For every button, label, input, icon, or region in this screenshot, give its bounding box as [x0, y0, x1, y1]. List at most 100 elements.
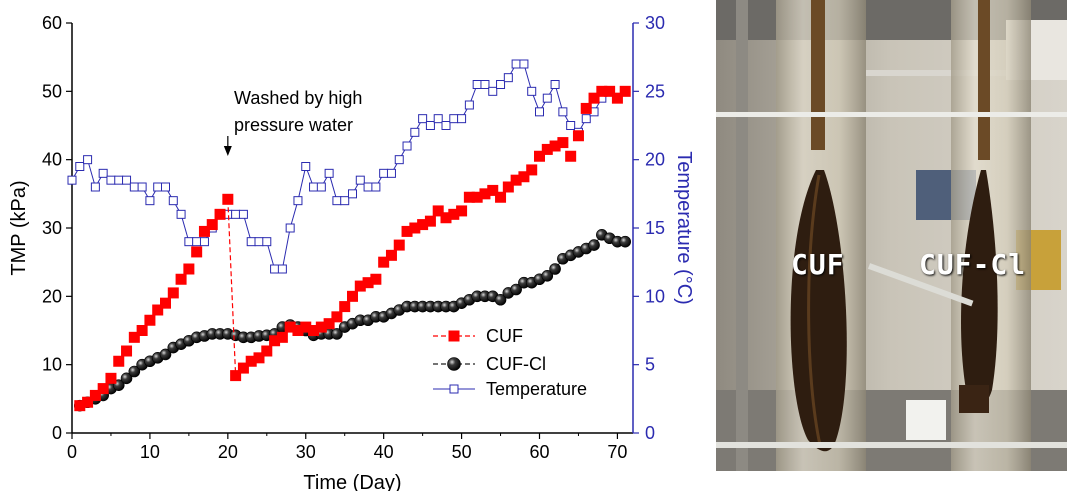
x-tick-label: 70 [607, 442, 627, 462]
cuf-point [541, 143, 553, 155]
temperature-point [550, 80, 560, 89]
cuf-point [74, 400, 86, 412]
temperature-point [496, 80, 506, 89]
legend-cuf-cl-marker [447, 357, 461, 371]
cuf-point [393, 239, 405, 251]
temperature-point [542, 93, 552, 103]
cuf-cl-point [128, 365, 141, 378]
cuf-point [167, 287, 179, 299]
temperature-point [519, 59, 529, 69]
temperature-point [488, 86, 498, 96]
tube-photo: CUF CUF-Cl [716, 0, 1067, 471]
cuf-cl-photo-label: CUF-Cl [919, 248, 1027, 281]
cuf-point [276, 331, 288, 343]
cuf-point [424, 215, 436, 227]
cuf-point [206, 219, 218, 231]
y2-tick-label: 0 [645, 423, 655, 443]
cuf-point [339, 301, 351, 313]
legend-temperature-marker [449, 384, 459, 394]
cuf-point [121, 345, 133, 357]
cuf-point [565, 150, 577, 162]
y-tick-label: 20 [42, 286, 62, 306]
cuf-point [572, 130, 584, 142]
cuf-point [354, 280, 366, 292]
y2-tick-label: 15 [645, 218, 665, 238]
x-tick-label: 50 [452, 442, 472, 462]
cuf-cl-point [510, 283, 522, 296]
temperature-point [503, 73, 513, 83]
cuf-point [440, 212, 452, 224]
cuf-point [549, 140, 561, 152]
cuf-point [175, 273, 187, 285]
cuf-point [253, 352, 265, 364]
temperature-point [425, 121, 435, 130]
cuf-wash-drop-line [227, 199, 237, 376]
legend-cuf-label: CUF [486, 326, 523, 346]
temperature-point [83, 155, 93, 165]
temperature-point [98, 168, 108, 178]
cuf-cl-point [331, 328, 343, 340]
temperature-point [511, 59, 521, 69]
temperature-point [581, 114, 591, 124]
temperature-point [309, 182, 319, 192]
cuf-point [432, 205, 444, 217]
y-axis-label: TMP (kPa) [8, 180, 30, 275]
temperature-point [75, 162, 85, 171]
temperature-point [402, 141, 412, 151]
cuf-point [596, 85, 608, 97]
temperature-point [449, 114, 459, 124]
cuf-point [611, 92, 623, 104]
cuf-point [588, 92, 600, 104]
cuf-point [557, 137, 569, 149]
temperature-point [394, 155, 404, 165]
temperature-point [566, 121, 576, 130]
temperature-point [348, 189, 357, 199]
temperature-point [301, 162, 311, 171]
cuf-point [183, 263, 195, 275]
cuf-point [378, 256, 390, 268]
temperature-point [246, 237, 256, 247]
legend-temperature-label: Temperature [486, 379, 587, 399]
cuf-point [409, 222, 421, 234]
temperature-point [340, 196, 350, 206]
cuf-point [292, 325, 304, 336]
cuf-cl-point [541, 270, 554, 282]
cuf-photo-label: CUF [791, 248, 845, 281]
temperature-point [270, 264, 280, 274]
temperature-point [254, 237, 264, 247]
temperature-point [67, 175, 77, 185]
cuf-point [331, 311, 343, 323]
cuf-point [619, 85, 631, 97]
temperature-point [168, 196, 178, 206]
temperature-point [199, 237, 209, 247]
cuf-point [347, 290, 358, 302]
cuf-point [385, 249, 397, 261]
x-tick-label: 40 [374, 442, 394, 462]
x-tick-label: 20 [218, 442, 238, 462]
cuf-point [113, 355, 125, 367]
cuf-point [534, 150, 545, 162]
y-tick-label: 0 [52, 423, 62, 443]
cuf-point [518, 171, 530, 183]
y-tick-label: 50 [42, 81, 62, 101]
x-tick-label: 0 [67, 442, 77, 462]
x-axis-label: Time (Day) [303, 472, 401, 491]
temperature-point [535, 107, 544, 117]
temperature-point [238, 209, 248, 219]
temperature-point [106, 175, 116, 185]
cuf-point [261, 345, 273, 357]
cuf-point [471, 191, 483, 203]
temperature-point [379, 168, 389, 178]
cuf-point [604, 85, 616, 97]
cuf-point [89, 389, 101, 401]
cuf-point [160, 297, 171, 309]
cuf-point [448, 208, 460, 220]
legend-cuf-marker [448, 330, 460, 342]
x-tick-label: 60 [529, 442, 549, 462]
cuf-point [191, 246, 203, 258]
cuf-point [269, 335, 281, 347]
temperature-point [441, 121, 451, 130]
cuf-point [300, 321, 312, 333]
cuf-point [230, 370, 242, 382]
temperature-point [464, 100, 474, 110]
